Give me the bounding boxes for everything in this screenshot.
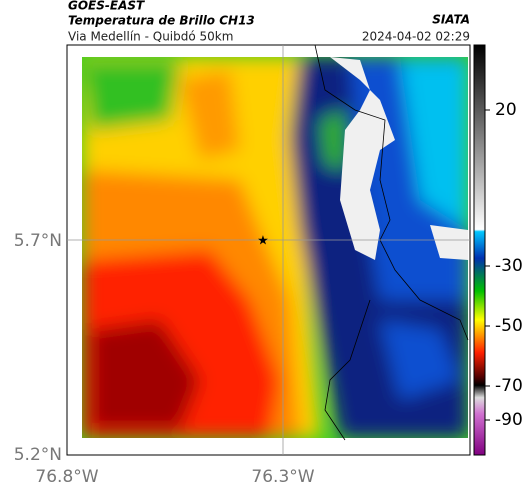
subtitle: Temperatura de Brillo CH13 xyxy=(68,14,255,28)
colorbar xyxy=(473,44,486,456)
brightness-field xyxy=(82,57,468,438)
lon-label: 76.3°W xyxy=(251,467,314,487)
colorbar-label: -30 xyxy=(495,256,523,276)
coastline xyxy=(314,44,469,441)
lat-label: 5.7°N xyxy=(14,231,62,251)
title: GOES-EAST xyxy=(68,0,145,13)
colorbar-label: -90 xyxy=(495,410,523,430)
lon-label: 76.8°W xyxy=(35,467,98,487)
colorbar-ticks xyxy=(485,109,490,421)
source: SIATA xyxy=(432,13,470,27)
lat-label: 5.2°N xyxy=(14,445,62,465)
colorbar-label: -70 xyxy=(495,376,523,396)
location: Via Medellín - Quibdó 50km xyxy=(68,30,233,44)
colorbar-label: -50 xyxy=(495,316,523,336)
location-marker: ★ xyxy=(257,234,269,249)
colorbar-label: 20 xyxy=(495,100,517,120)
timestamp: 2024-04-02 02:29 xyxy=(362,30,470,44)
